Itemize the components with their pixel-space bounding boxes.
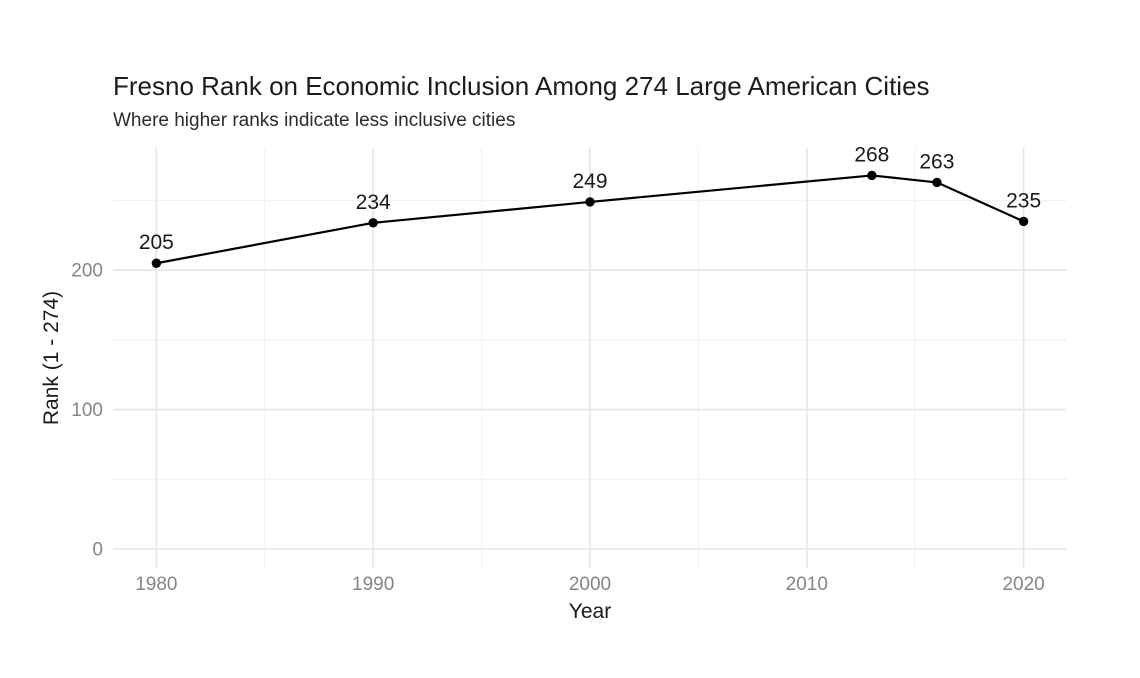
x-tick-label: 1980 — [135, 574, 177, 595]
chart-title: Fresno Rank on Economic Inclusion Among … — [113, 71, 930, 101]
x-axis-title: Year — [569, 600, 611, 623]
tick-layer: 1980 1990 2000 2010 2020 0 100 200 — [71, 261, 1044, 595]
data-point — [585, 197, 595, 207]
y-axis-title: Rank (1 - 274) — [40, 291, 63, 425]
data-point-label: 249 — [572, 170, 607, 193]
data-point — [867, 170, 877, 181]
x-tick-label: 2020 — [1002, 574, 1044, 595]
grid-layer — [113, 148, 1067, 568]
x-tick-label: 1990 — [352, 574, 394, 595]
data-point-label: 268 — [854, 143, 889, 166]
data-point-label: 263 — [919, 150, 954, 173]
data-point — [368, 218, 378, 228]
x-tick-label: 2010 — [786, 574, 828, 595]
data-point-label: 205 — [139, 231, 174, 254]
data-point-label: 235 — [1006, 189, 1041, 212]
y-tick-label: 0 — [92, 539, 103, 560]
data-point — [932, 177, 942, 188]
x-tick-label: 2000 — [569, 574, 611, 595]
data-point — [151, 258, 162, 268]
data-point — [1018, 216, 1029, 227]
y-tick-label: 200 — [71, 261, 103, 282]
data-point-label: 234 — [356, 191, 391, 214]
trend-line — [155, 174, 1025, 265]
label-layer: 205 234 249 268 263 235 — [139, 143, 1041, 254]
y-tick-label: 100 — [71, 400, 103, 421]
series-layer — [151, 170, 1029, 268]
chart-subtitle: Where higher ranks indicate less inclusi… — [113, 110, 516, 131]
